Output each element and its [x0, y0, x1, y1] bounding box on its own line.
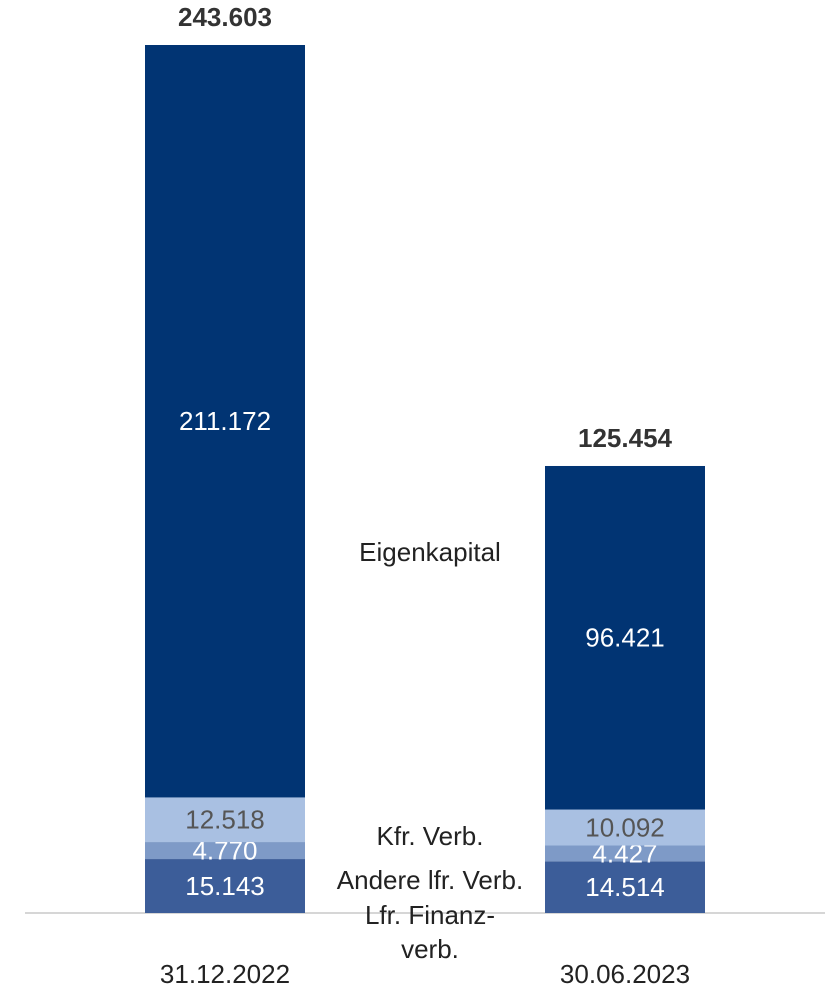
bar-segment: [545, 465, 705, 810]
legend-label: Eigenkapital: [359, 537, 501, 567]
value-label: 211.172: [179, 406, 271, 436]
bar-segment: [545, 861, 705, 913]
bar-segment: [545, 845, 705, 862]
value-label: 12.518: [185, 805, 265, 835]
value-label: 14.514: [585, 872, 665, 902]
legend-label: Andere lfr. Verb.: [336, 865, 524, 895]
legend-label: Lfr. Finanz- verb.: [364, 900, 496, 964]
bar-segment: [545, 809, 705, 846]
x-tick-label: 31.12.2022: [160, 959, 290, 989]
total-label: 243.603: [178, 2, 272, 32]
bar-segment: [145, 859, 305, 913]
bar-segment: [145, 797, 305, 843]
bar-segment: [145, 842, 305, 860]
value-label: 10.092: [585, 812, 665, 842]
value-label: 15.143: [185, 871, 265, 901]
legend-label: Kfr. Verb.: [376, 821, 484, 851]
total-label: 125.454: [578, 423, 673, 453]
x-tick-label: 30.06.2023: [560, 959, 690, 989]
value-label: 96.421: [585, 623, 665, 653]
bar-segment: [145, 45, 305, 798]
